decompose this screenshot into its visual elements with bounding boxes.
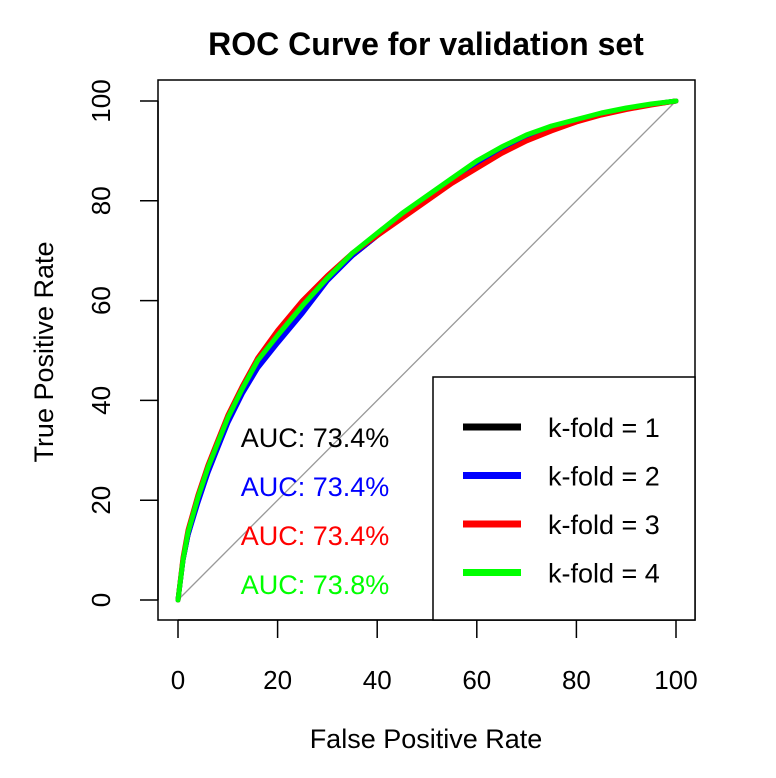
series-line-kfold-4 [175, 98, 679, 603]
x-axis-title: False Positive Rate [310, 724, 543, 754]
y-tick-label: 40 [86, 386, 116, 415]
legend-label-kfold-4: k-fold = 4 [548, 559, 660, 589]
auc-label-kfold-3: AUC: 73.4% [241, 521, 390, 551]
x-tick-label: 100 [654, 665, 697, 695]
legend-label-kfold-3: k-fold = 3 [548, 510, 660, 540]
auc-label-kfold-2: AUC: 73.4% [241, 472, 390, 502]
legend-label-kfold-1: k-fold = 1 [548, 413, 660, 443]
chart-title: ROC Curve for validation set [208, 26, 644, 62]
y-tick-label: 20 [86, 486, 116, 515]
x-axis: 0 20 40 60 80 100 [171, 619, 698, 695]
legend: k-fold = 1 k-fold = 2 k-fold = 3 k-fold = 4 [432, 376, 696, 621]
diagonal-reference-line [177, 100, 677, 601]
x-tick-label: 60 [462, 665, 491, 695]
auc-label-kfold-1: AUC: 73.4% [241, 423, 390, 453]
legend-box [432, 376, 696, 621]
series-layer [175, 98, 679, 603]
x-tick-label: 20 [263, 665, 292, 695]
legend-label-kfold-2: k-fold = 2 [548, 462, 660, 492]
auc-label-kfold-4: AUC: 73.8% [241, 570, 390, 600]
auc-annotations: AUC: 73.4% AUC: 73.4% AUC: 73.4% AUC: 73.8% [241, 423, 390, 600]
y-tick-label: 0 [86, 593, 116, 607]
x-tick-label: 40 [363, 665, 392, 695]
legend-items: k-fold = 1 k-fold = 2 k-fold = 3 k-fold = 4 [463, 413, 660, 589]
x-tick-label: 0 [171, 665, 185, 695]
y-tick-label: 100 [86, 79, 116, 122]
y-axis-title: True Positive Rate [29, 241, 59, 462]
y-axis: 0 20 40 60 80 100 [86, 79, 159, 607]
x-tick-label: 80 [562, 665, 591, 695]
y-tick-label: 80 [86, 186, 116, 215]
y-tick-label: 60 [86, 286, 116, 315]
